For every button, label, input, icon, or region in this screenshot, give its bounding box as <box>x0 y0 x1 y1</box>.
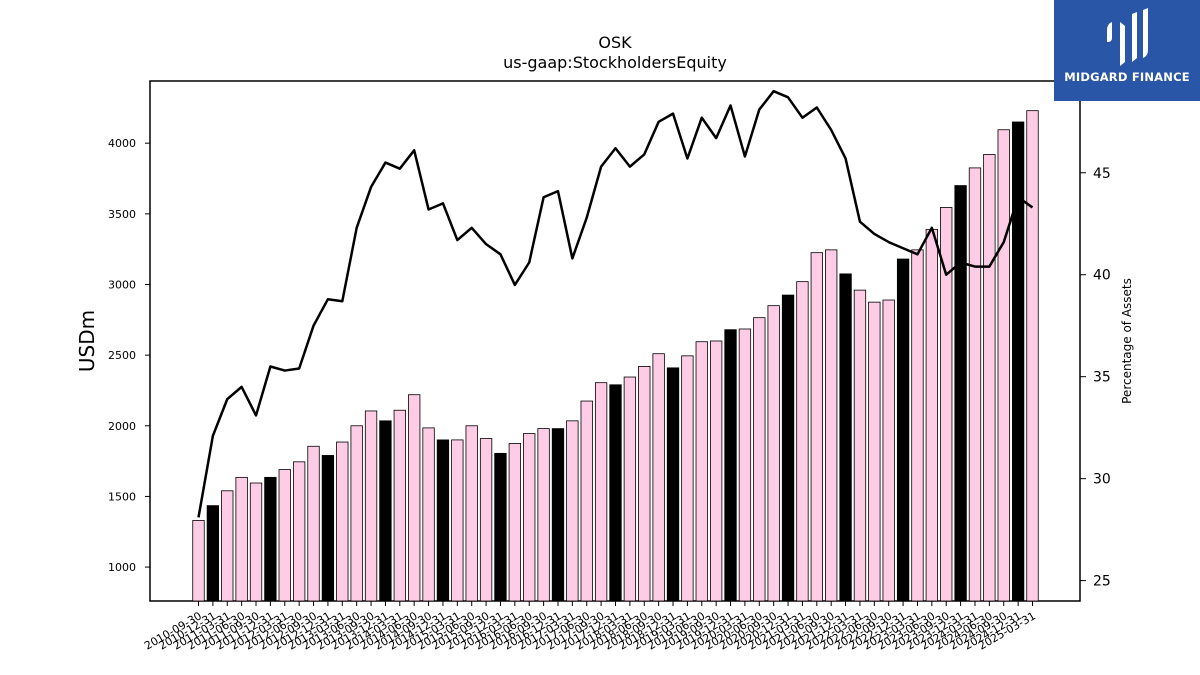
bar-2016-09-30 <box>537 428 550 602</box>
bar-2023-03-31 <box>911 249 924 602</box>
y-tick-label-4000: 4000 <box>108 137 136 150</box>
logo-text: MIDGARD FINANCE <box>1064 70 1190 84</box>
bar-2021-09-30 <box>825 249 838 602</box>
bar-2011-03-31 <box>221 490 234 602</box>
y-tick-label-3000: 3000 <box>108 278 136 291</box>
y2-tick-label-25: 25 <box>1093 574 1111 590</box>
chart-subtitle: us-gaap:StockholdersEquity <box>503 53 727 72</box>
bar-2014-09-30 <box>422 427 435 602</box>
y2-tick-label-30: 30 <box>1093 472 1111 488</box>
y-tick-label-1000: 1000 <box>108 561 136 574</box>
percentage-line <box>197 89 1034 518</box>
y-axis-label: USDm <box>75 310 99 372</box>
bar-2023-06-30 <box>925 228 938 602</box>
bar-2013-09-30 <box>364 410 378 602</box>
bar-2018-12-31 <box>666 367 680 602</box>
y-tick-label-2000: 2000 <box>108 420 136 433</box>
bar-2020-03-31 <box>738 328 752 602</box>
bar-2018-09-30 <box>652 353 665 602</box>
bar-2022-12-31 <box>896 258 910 602</box>
bar-series <box>192 110 1039 602</box>
bar-2016-06-30 <box>523 433 536 602</box>
bar-2014-06-30 <box>408 394 421 602</box>
line-series <box>197 89 1034 518</box>
x-axis: 2010-09-302010-12-312011-03-312011-06-30… <box>142 601 1038 653</box>
bar-2024-09-30 <box>997 129 1010 602</box>
bar-2021-06-30 <box>810 252 823 602</box>
bar-2015-03-31 <box>451 439 464 602</box>
bar-2016-03-31 <box>508 443 521 602</box>
bar-2015-06-30 <box>465 425 478 602</box>
bar-2010-09-30 <box>192 520 205 602</box>
y2-tick-label-45: 45 <box>1093 166 1111 182</box>
bar-2012-12-31 <box>321 455 335 602</box>
bar-2015-09-30 <box>479 438 493 602</box>
logo: MIDGARD FINANCE <box>1054 0 1200 101</box>
bar-2011-06-30 <box>235 476 248 602</box>
bar-2019-03-31 <box>681 355 694 602</box>
bar-2017-06-30 <box>580 400 593 602</box>
bar-2021-12-31 <box>839 273 852 602</box>
bar-2024-06-30 <box>983 154 996 602</box>
right-axis: 25 30 35 40 45 <box>1080 166 1111 590</box>
bar-2020-06-30 <box>753 317 766 602</box>
bar-2017-03-31 <box>566 420 579 602</box>
bar-2025-03-31 <box>1026 110 1039 602</box>
bar-2024-03-31 <box>968 167 982 602</box>
y-tick-label-1500: 1500 <box>108 490 136 503</box>
bar-2014-12-31 <box>436 439 450 602</box>
bar-2021-03-31 <box>796 281 809 602</box>
bar-2013-12-31 <box>379 420 392 602</box>
y2-tick-label-40: 40 <box>1093 268 1111 284</box>
bar-2022-06-30 <box>868 301 881 602</box>
bar-2012-09-30 <box>307 445 320 602</box>
bar-2022-09-30 <box>882 299 895 602</box>
left-axis: 1000 1500 2000 2500 3000 3500 4000 <box>108 137 150 574</box>
bar-2023-09-30 <box>940 207 953 602</box>
y2-tick-label-35: 35 <box>1093 370 1111 386</box>
y-tick-label-2500: 2500 <box>108 349 136 362</box>
bar-2015-12-31 <box>494 452 507 602</box>
bar-2012-06-30 <box>292 461 306 602</box>
y2-axis-label: Percentage of Assets <box>1120 278 1134 404</box>
bar-2011-12-31 <box>264 476 277 602</box>
bar-2012-03-31 <box>278 469 291 602</box>
bar-2022-03-31 <box>853 289 867 602</box>
bar-2019-09-30 <box>710 340 723 602</box>
bar-2013-06-30 <box>350 425 363 602</box>
bar-2023-12-31 <box>954 185 967 602</box>
bar-2017-12-31 <box>609 384 622 602</box>
bar-2024-12-31 <box>1011 121 1025 602</box>
bar-2010-12-31 <box>206 505 220 602</box>
chart-title: OSK <box>598 33 632 52</box>
bar-2014-03-31 <box>393 409 406 602</box>
bar-2020-12-31 <box>781 294 795 602</box>
bar-2011-09-30 <box>249 482 263 602</box>
bar-2017-09-30 <box>594 382 608 602</box>
y-tick-label-3500: 3500 <box>108 208 136 221</box>
bar-2019-12-31 <box>724 329 737 602</box>
midgard-bars-icon <box>1107 8 1148 66</box>
bar-2020-09-30 <box>767 305 780 602</box>
bar-2018-06-30 <box>638 366 651 602</box>
bar-2013-03-31 <box>336 441 349 602</box>
bar-2018-03-31 <box>623 376 637 602</box>
bar-2016-12-31 <box>551 428 565 602</box>
bar-2019-06-30 <box>695 341 708 602</box>
